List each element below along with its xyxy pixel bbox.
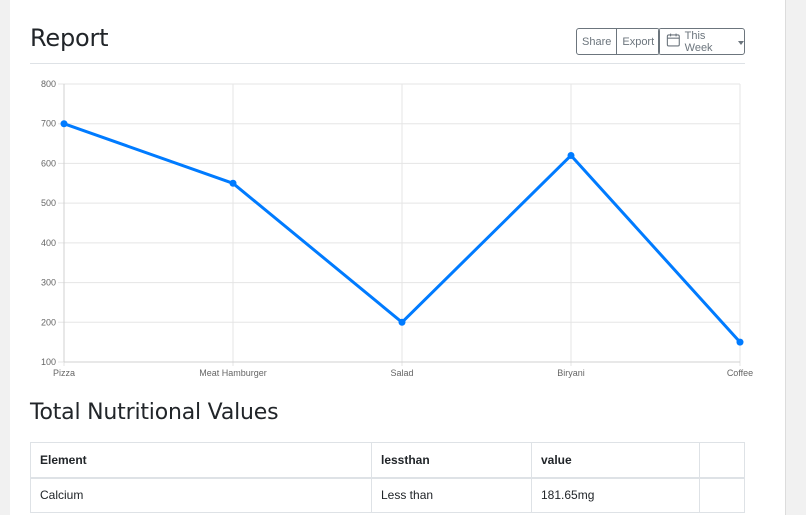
- date-range-label: This Week: [684, 29, 713, 54]
- data-point: [398, 318, 406, 326]
- column-header-element: Element: [30, 442, 372, 479]
- report-header: Report Share Export This Week: [30, 0, 745, 64]
- table-cell-lessthan: Less than: [371, 477, 532, 513]
- column-header-extra: [699, 442, 745, 479]
- data-point: [60, 120, 68, 128]
- y-tick-label: 300: [41, 278, 56, 288]
- x-tick-label: Meat Hamburger: [199, 368, 267, 378]
- table-cell-extra: [699, 477, 745, 513]
- table-cell-element: Calcium: [30, 477, 372, 513]
- table-cell-value: 181.65mg: [531, 477, 700, 513]
- y-tick-label: 600: [41, 158, 56, 168]
- data-point: [567, 151, 575, 159]
- data-point: [736, 338, 744, 346]
- export-button[interactable]: Export: [617, 28, 661, 55]
- nutrition-table: Element lessthan value Calcium Less than…: [30, 442, 745, 513]
- report-card: [10, 0, 786, 515]
- line-chart: 100 200 300 400 500 600 700 800 Pizza Meat Hambur…: [41, 79, 753, 378]
- y-tick-label: 200: [41, 317, 56, 327]
- y-tick-label: 500: [41, 198, 56, 208]
- calendar-icon: [666, 33, 680, 46]
- y-tick-label: 800: [41, 79, 56, 89]
- column-header-value: value: [531, 442, 700, 479]
- x-tick-label: Coffee: [727, 368, 753, 378]
- action-button-group: Share Export: [576, 28, 661, 55]
- y-tick-label: 700: [41, 119, 56, 129]
- x-tick-label: Pizza: [53, 368, 75, 378]
- table-header-row: Element lessthan value: [30, 442, 745, 479]
- column-header-lessthan: lessthan: [371, 442, 532, 479]
- caret-down-icon: [738, 40, 744, 45]
- data-point: [229, 179, 237, 187]
- section-title: Total Nutritional Values: [30, 400, 279, 425]
- y-tick-label: 400: [41, 238, 56, 248]
- date-range-dropdown[interactable]: This Week: [658, 28, 745, 55]
- table-row: Calcium Less than 181.65mg: [30, 477, 745, 513]
- y-tick-label: 100: [41, 357, 56, 367]
- share-button[interactable]: Share: [576, 28, 618, 55]
- x-tick-label: Salad: [390, 368, 413, 378]
- page-title: Report: [30, 24, 109, 52]
- x-tick-label: Biryani: [557, 368, 585, 378]
